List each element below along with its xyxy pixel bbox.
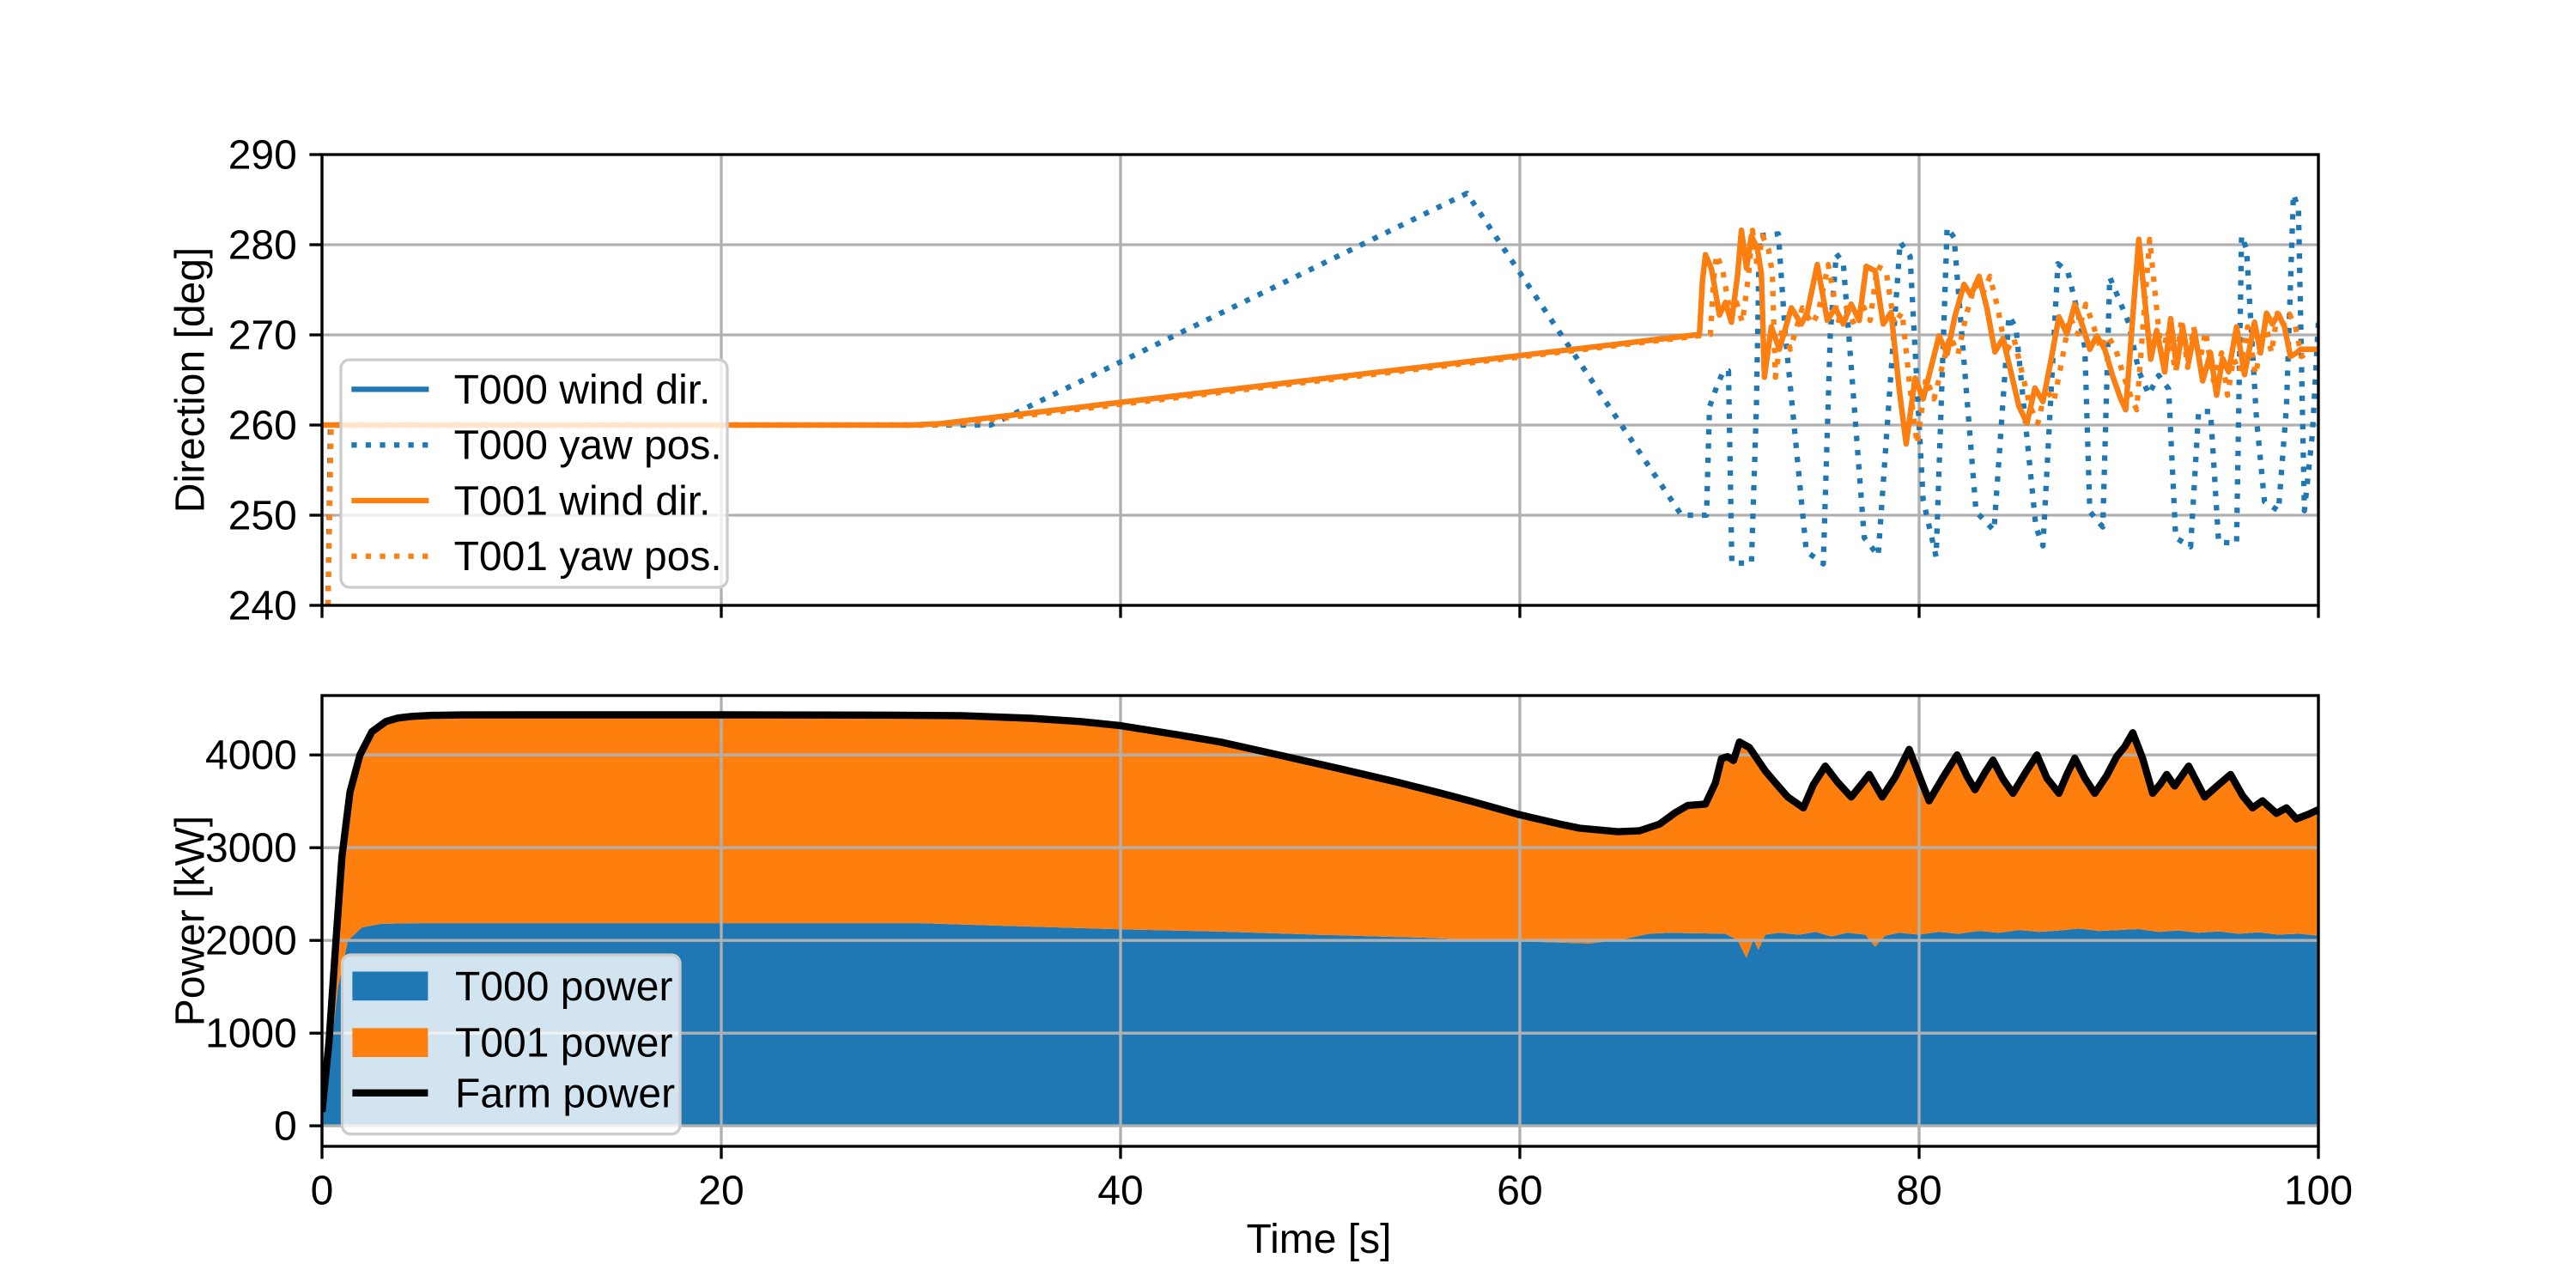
svg-text:4000: 4000: [205, 733, 297, 779]
svg-text:3000: 3000: [205, 826, 297, 872]
svg-text:0: 0: [274, 1104, 297, 1150]
svg-text:290: 290: [228, 133, 297, 179]
svg-text:T001 yaw pos.: T001 yaw pos.: [454, 534, 722, 580]
svg-text:T001 power: T001 power: [455, 1021, 672, 1066]
svg-text:280: 280: [228, 223, 297, 269]
svg-text:Farm power: Farm power: [455, 1071, 675, 1116]
svg-text:80: 80: [1896, 1169, 1941, 1214]
svg-text:T000 power: T000 power: [455, 964, 672, 1010]
svg-text:60: 60: [1497, 1169, 1542, 1214]
svg-text:1000: 1000: [205, 1012, 297, 1057]
svg-text:T000 wind dir.: T000 wind dir.: [454, 368, 711, 413]
svg-text:270: 270: [228, 313, 297, 359]
svg-text:260: 260: [228, 404, 297, 449]
svg-text:2000: 2000: [205, 919, 297, 964]
svg-text:100: 100: [2284, 1169, 2353, 1214]
svg-text:40: 40: [1097, 1169, 1143, 1214]
svg-text:T001 wind dir.: T001 wind dir.: [454, 479, 711, 525]
svg-text:0: 0: [311, 1169, 334, 1214]
svg-text:240: 240: [228, 584, 297, 629]
svg-text:Direction [deg]: Direction [deg]: [167, 247, 213, 513]
svg-text:T000 yaw pos.: T000 yaw pos.: [454, 423, 722, 469]
svg-text:250: 250: [228, 494, 297, 539]
svg-text:Time [s]: Time [s]: [1247, 1217, 1392, 1262]
svg-text:20: 20: [698, 1169, 744, 1214]
svg-text:Power [kW]: Power [kW]: [167, 816, 213, 1026]
